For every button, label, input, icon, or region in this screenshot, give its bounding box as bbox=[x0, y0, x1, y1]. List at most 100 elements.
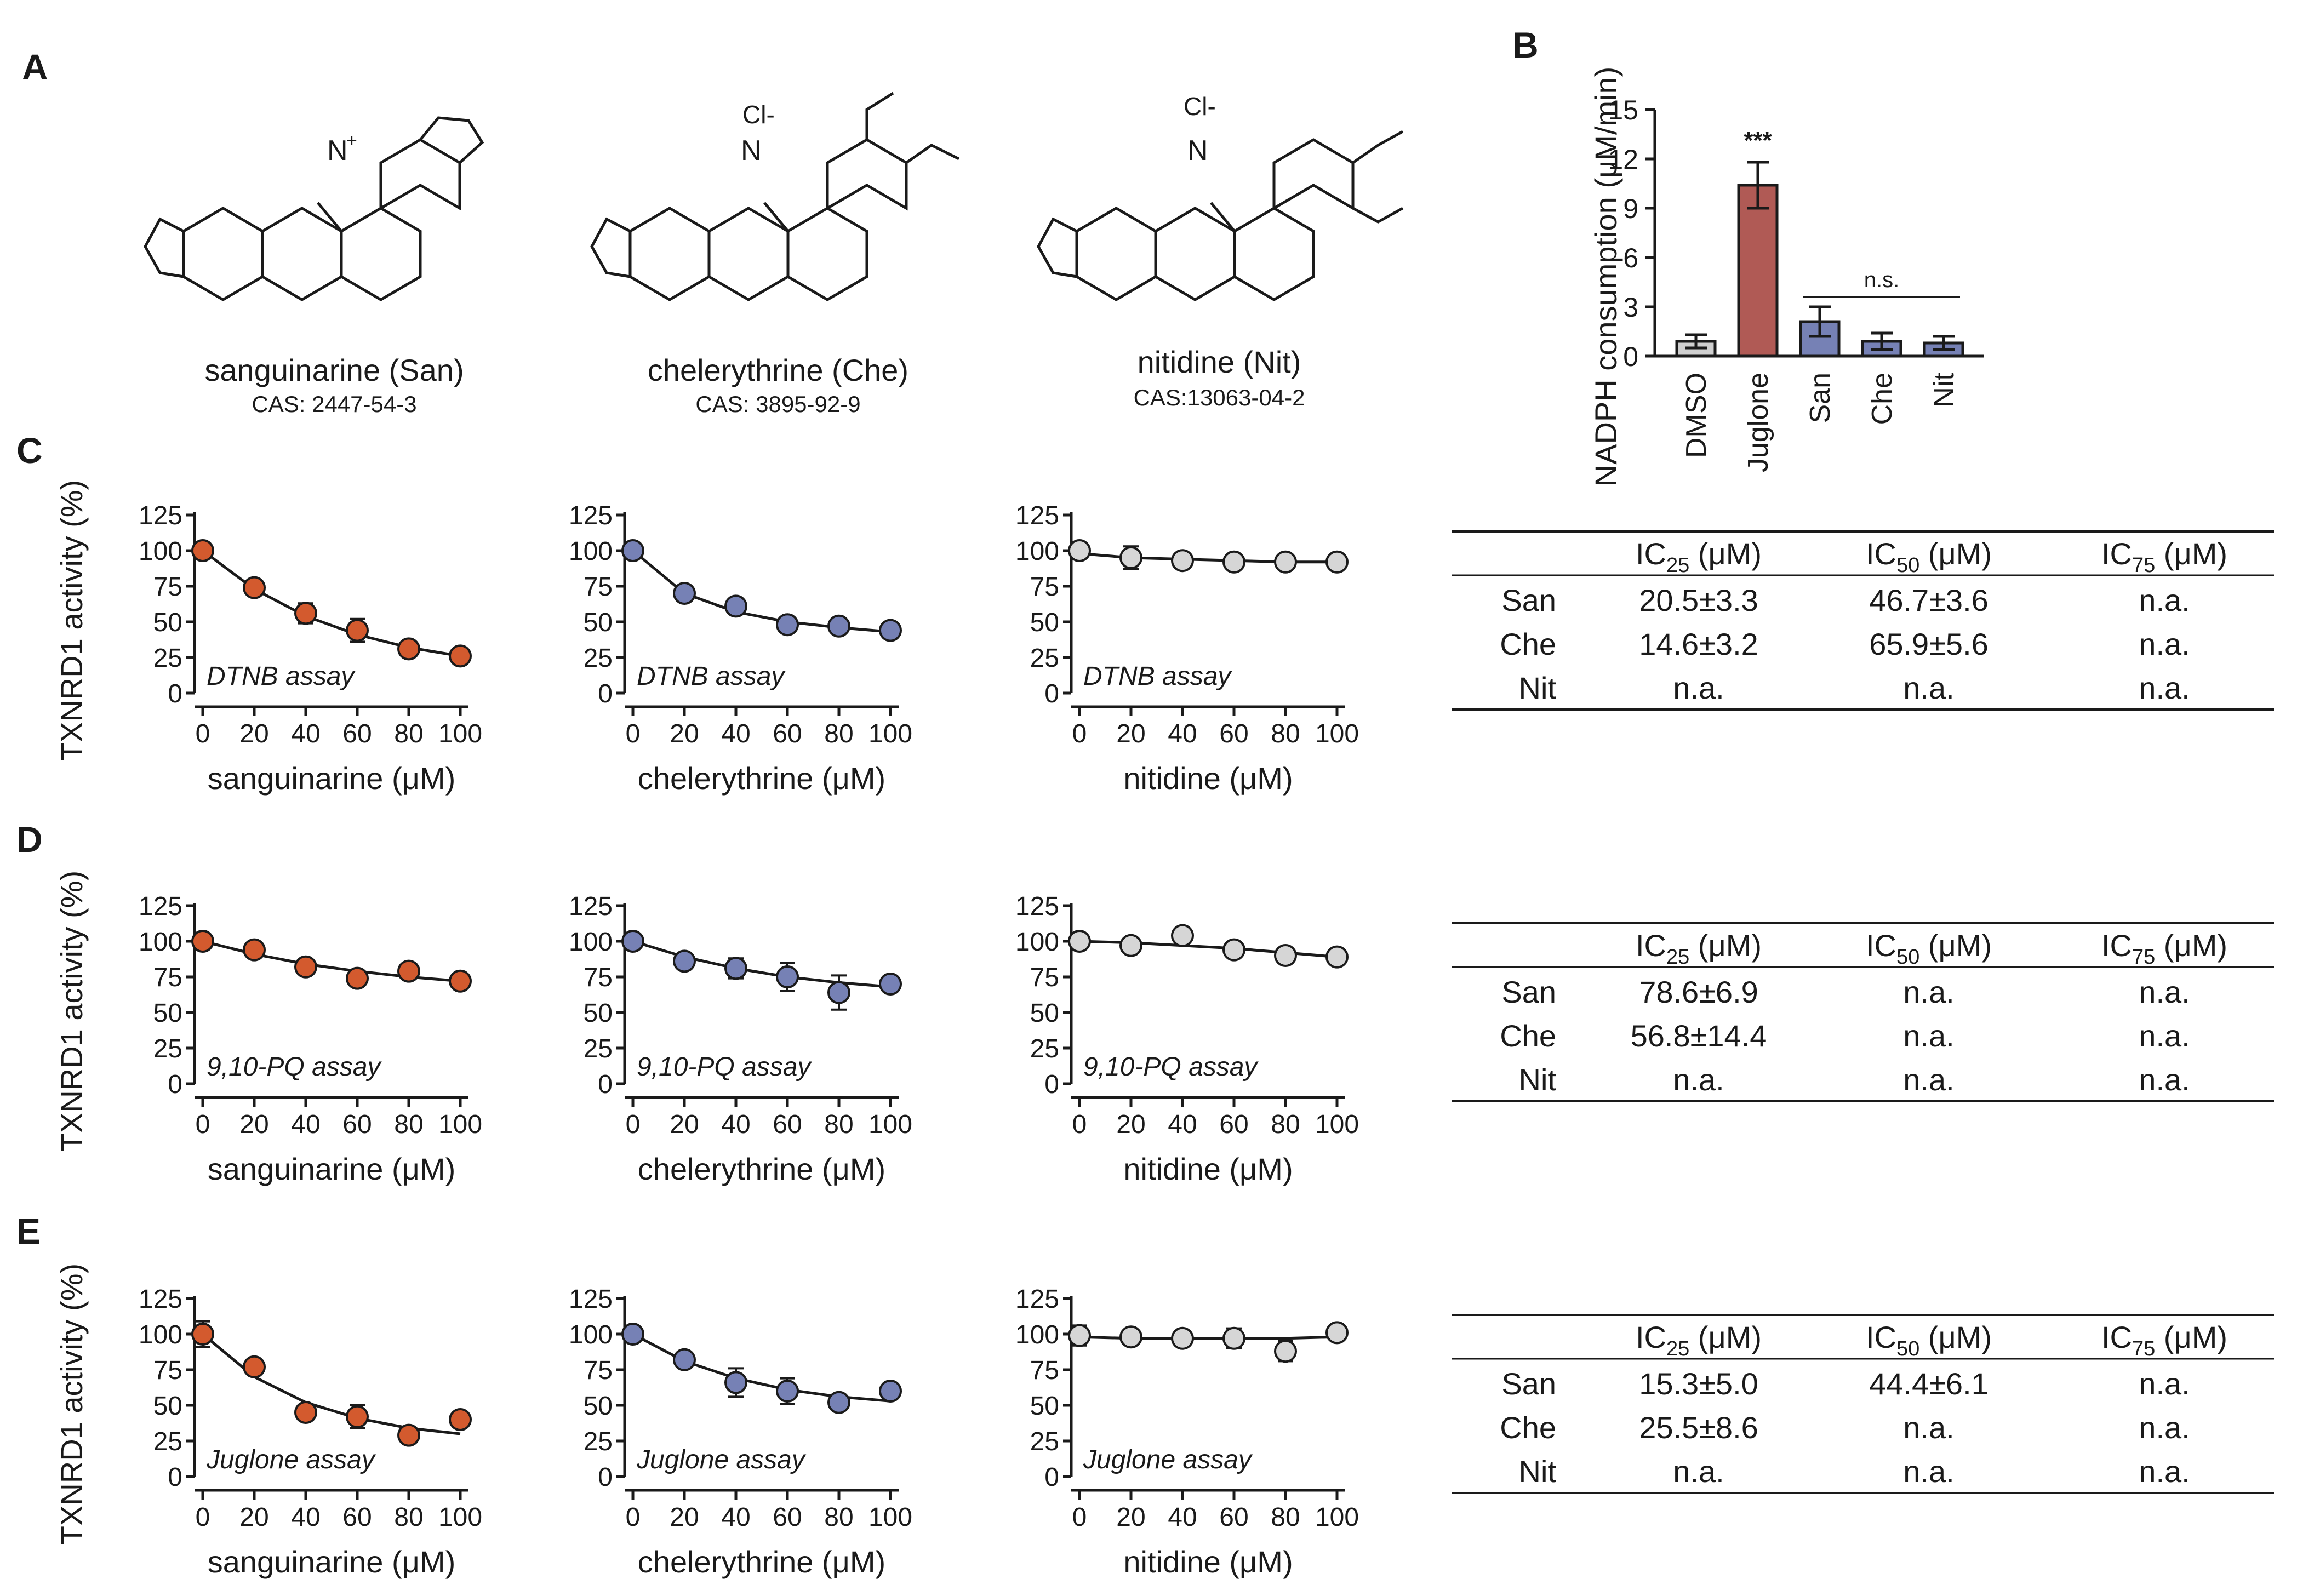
counter-ion-nit: Cl- bbox=[1184, 92, 1216, 121]
y-tick-label: 50 bbox=[584, 608, 613, 637]
y-tick-label: 50 bbox=[1030, 608, 1059, 637]
header-unit: (μM) bbox=[1689, 1320, 1762, 1354]
x-tick-label: 40 bbox=[721, 1503, 750, 1532]
data-point bbox=[1068, 539, 1091, 562]
x-tick-label: Juglone bbox=[1742, 373, 1774, 472]
data-point bbox=[879, 619, 902, 642]
x-tick-label: 0 bbox=[626, 719, 641, 748]
y-tick-label: 125 bbox=[569, 1285, 613, 1314]
panel-label-a: A bbox=[22, 47, 48, 87]
y-tick-label: 0 bbox=[1044, 1463, 1059, 1492]
data-point bbox=[294, 1401, 317, 1424]
x-tick-label: 100 bbox=[1315, 1503, 1359, 1532]
data-point bbox=[879, 973, 902, 996]
data-point bbox=[827, 614, 850, 638]
fit-curve bbox=[1079, 940, 1338, 959]
data-point bbox=[776, 613, 799, 637]
header-unit: (μM) bbox=[2155, 1320, 2227, 1354]
x-tick-label: 80 bbox=[1271, 719, 1300, 748]
x-tick-label: 40 bbox=[291, 719, 320, 748]
x-tick-label: 20 bbox=[1116, 719, 1145, 748]
x-tick-label: 80 bbox=[394, 1110, 423, 1139]
data-point bbox=[673, 949, 696, 973]
header-base: IC bbox=[1636, 536, 1666, 571]
x-axis-label: nitidine (μM) bbox=[1123, 1152, 1293, 1186]
header-subscript: 25 bbox=[1666, 1337, 1689, 1360]
assay-label: DTNB assay bbox=[637, 662, 786, 691]
data-point bbox=[1119, 934, 1142, 957]
y-tick-label: 25 bbox=[584, 644, 613, 673]
x-tick-label: 100 bbox=[438, 1503, 482, 1532]
data-point bbox=[346, 966, 369, 990]
table-cell: n.a. bbox=[1903, 975, 1954, 1009]
x-tick-label: 80 bbox=[824, 719, 853, 748]
y-tick-label: 100 bbox=[139, 1320, 182, 1349]
dose-chart-c-chelerythrine: 0 25 50 75 100 125 0 20 40 60 80 100 chelerythrine (… bbox=[569, 501, 912, 796]
y-tick-label: 0 bbox=[598, 1070, 613, 1099]
y-tick-label: 100 bbox=[1015, 1320, 1059, 1349]
table-cell: n.a. bbox=[1673, 1454, 1724, 1489]
x-tick-label: 100 bbox=[868, 719, 912, 748]
data-point bbox=[1068, 930, 1091, 953]
table-row-label: Che bbox=[1500, 627, 1556, 661]
y-tick-label: 75 bbox=[1030, 963, 1059, 992]
y-tick-label: 25 bbox=[584, 1427, 613, 1456]
y-tick-label: 125 bbox=[1015, 1285, 1059, 1314]
data-point bbox=[243, 576, 266, 599]
x-tick-label: 40 bbox=[721, 719, 750, 748]
x-tick-label: 80 bbox=[1271, 1110, 1300, 1139]
data-point bbox=[724, 594, 747, 618]
x-axis-label: nitidine (μM) bbox=[1123, 1544, 1293, 1579]
x-axis-label: chelerythrine (μM) bbox=[638, 1544, 885, 1579]
table-cell: 15.3±5.0 bbox=[1639, 1366, 1758, 1401]
table-cell: n.a. bbox=[1903, 1410, 1954, 1445]
data-point bbox=[1325, 550, 1349, 574]
y-tick-label: 0 bbox=[598, 679, 613, 708]
data-point bbox=[1171, 1326, 1194, 1350]
y-tick-label: 25 bbox=[153, 1427, 182, 1456]
table-header: IC75 (μM) bbox=[2101, 928, 2227, 969]
table-cell: 65.9±5.6 bbox=[1869, 627, 1989, 661]
dose-chart-d-chelerythrine: 0 25 50 75 100 125 0 20 40 60 80 100 chelerythrine (… bbox=[569, 892, 912, 1186]
data-point bbox=[397, 959, 420, 983]
table-row-label: Che bbox=[1500, 1019, 1556, 1053]
data-point bbox=[191, 539, 214, 562]
x-tick-label: 80 bbox=[394, 1503, 423, 1532]
header-base: IC bbox=[1866, 536, 1896, 571]
table-cell: n.a. bbox=[2139, 1366, 2190, 1401]
x-tick-label: 80 bbox=[824, 1503, 853, 1532]
x-tick-label: 100 bbox=[1315, 719, 1359, 748]
table-cell: 25.5±8.6 bbox=[1639, 1410, 1758, 1445]
table-cell: n.a. bbox=[1673, 1062, 1724, 1097]
y-tick-label: 125 bbox=[569, 501, 613, 530]
table-cell: 56.8±14.4 bbox=[1631, 1019, 1767, 1053]
data-point bbox=[243, 1355, 266, 1378]
data-point bbox=[449, 1408, 472, 1431]
assay-label: DTNB assay bbox=[207, 662, 356, 691]
data-point bbox=[1068, 1324, 1091, 1347]
y-tick-label: 25 bbox=[584, 1034, 613, 1063]
y-axis-label: TXNRD1 activity (%) bbox=[54, 871, 89, 1152]
y-tick-label: 50 bbox=[1030, 1392, 1059, 1421]
y-tick-label: 0 bbox=[1044, 679, 1059, 708]
y-tick-label: 25 bbox=[1030, 1034, 1059, 1063]
structure-sanguinarine bbox=[144, 116, 484, 301]
dose-chart-d-nitidine: 0 25 50 75 100 125 0 20 40 60 80 100 nitidine (μM) 9,… bbox=[1015, 892, 1359, 1186]
y-tick-label: 125 bbox=[569, 892, 613, 921]
table-row-label: San bbox=[1501, 583, 1556, 617]
y-tick-label: 100 bbox=[569, 928, 613, 957]
data-point bbox=[827, 981, 850, 1004]
table-header: IC25 (μM) bbox=[1636, 1320, 1762, 1360]
x-tick-label: 60 bbox=[342, 1503, 372, 1532]
table-cell: 44.4±6.1 bbox=[1869, 1366, 1989, 1401]
significance-label: n.s. bbox=[1864, 268, 1899, 292]
x-tick-label: 80 bbox=[1271, 1503, 1300, 1532]
y-tick-label: 75 bbox=[584, 1356, 613, 1385]
x-tick-label: 20 bbox=[1116, 1110, 1145, 1139]
x-tick-label: 20 bbox=[1116, 1503, 1145, 1532]
x-tick-label: 40 bbox=[1168, 719, 1197, 748]
y-tick-label: 75 bbox=[584, 963, 613, 992]
dose-chart-c-nitidine: 0 25 50 75 100 125 0 20 40 60 80 100 nitidine (μM) DT… bbox=[1015, 501, 1359, 796]
data-point bbox=[1222, 550, 1245, 574]
